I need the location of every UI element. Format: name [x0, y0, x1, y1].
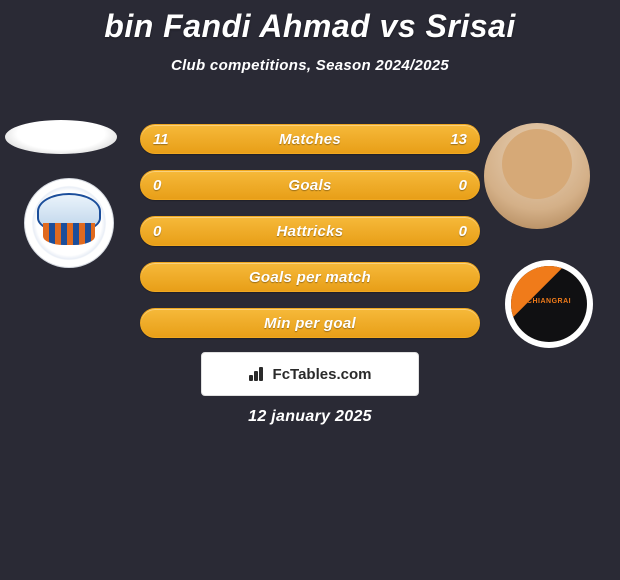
branding-text: FcTables.com: [273, 366, 372, 383]
page-subtitle: Club competitions, Season 2024/2025: [0, 57, 620, 74]
stat-row-goals: 0 Goals 0: [140, 170, 480, 200]
player-avatar-left: [5, 120, 117, 154]
branding-card: FcTables.com: [201, 352, 419, 396]
stat-row-hattricks: 0 Hattricks 0: [140, 216, 480, 246]
stat-label: Goals: [288, 177, 331, 194]
stat-value-right: 0: [459, 171, 467, 199]
stat-value-left: 0: [153, 171, 161, 199]
stats-block: 11 Matches 13 0 Goals 0 0 Hattricks 0 Go…: [140, 124, 480, 354]
club-logo-left: [24, 178, 114, 268]
stat-row-min-per-goal: Min per goal: [140, 308, 480, 338]
page-title: bin Fandi Ahmad vs Srisai: [0, 0, 620, 45]
stat-value-left: 0: [153, 217, 161, 245]
stat-label: Min per goal: [264, 315, 356, 332]
stat-value-right: 0: [459, 217, 467, 245]
comparison-card: bin Fandi Ahmad vs Srisai Club competiti…: [0, 0, 620, 580]
club-logo-right: [505, 260, 593, 348]
player-avatar-right: [484, 123, 590, 229]
bar-chart-icon: [249, 367, 267, 381]
stat-row-goals-per-match: Goals per match: [140, 262, 480, 292]
stat-label: Goals per match: [249, 269, 371, 286]
stat-label: Hattricks: [277, 223, 344, 240]
stat-row-matches: 11 Matches 13: [140, 124, 480, 154]
stat-value-left: 11: [153, 125, 169, 153]
stat-label: Matches: [279, 131, 341, 148]
generated-date: 12 january 2025: [0, 408, 620, 426]
stat-value-right: 13: [450, 125, 467, 153]
